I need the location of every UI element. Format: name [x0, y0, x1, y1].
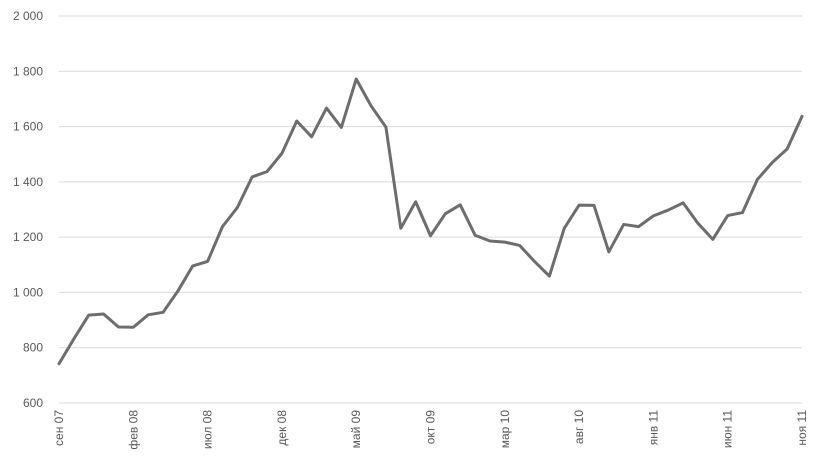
y-tick-label: 600 — [23, 396, 43, 410]
x-tick-label: сен 07 — [52, 410, 66, 446]
y-tick-label: 1 400 — [13, 175, 43, 189]
x-tick-label: май 09 — [349, 410, 363, 449]
y-axis: 600 800 1 000 1 200 1 400 1 600 1 800 2 000 — [13, 9, 43, 410]
x-tick-label: мар 10 — [498, 410, 512, 449]
y-tick-label: 1 600 — [13, 120, 43, 134]
x-axis: сен 07 фев 08 июл 08 дек 08 май 09 окт 09 мар … — [52, 410, 809, 450]
y-tick-label: 800 — [23, 341, 43, 355]
x-tick-label: дек 08 — [275, 410, 289, 446]
y-tick-label: 1 000 — [13, 285, 43, 299]
x-tick-label: окт 09 — [424, 410, 438, 445]
x-tick-label: июн 11 — [721, 410, 735, 448]
x-tick-label: фев 08 — [126, 410, 140, 450]
y-tick-label: 1 800 — [13, 64, 43, 78]
x-tick-label: ноя 11 — [795, 410, 809, 446]
y-tick-label: 1 200 — [13, 230, 43, 244]
x-tick-label: авг 10 — [572, 410, 586, 444]
y-tick-label: 2 000 — [13, 9, 43, 23]
gridlines — [59, 15, 802, 404]
series-line — [57, 77, 804, 366]
x-tick-label: янв 11 — [646, 410, 660, 446]
x-tick-label: июл 08 — [201, 410, 215, 449]
